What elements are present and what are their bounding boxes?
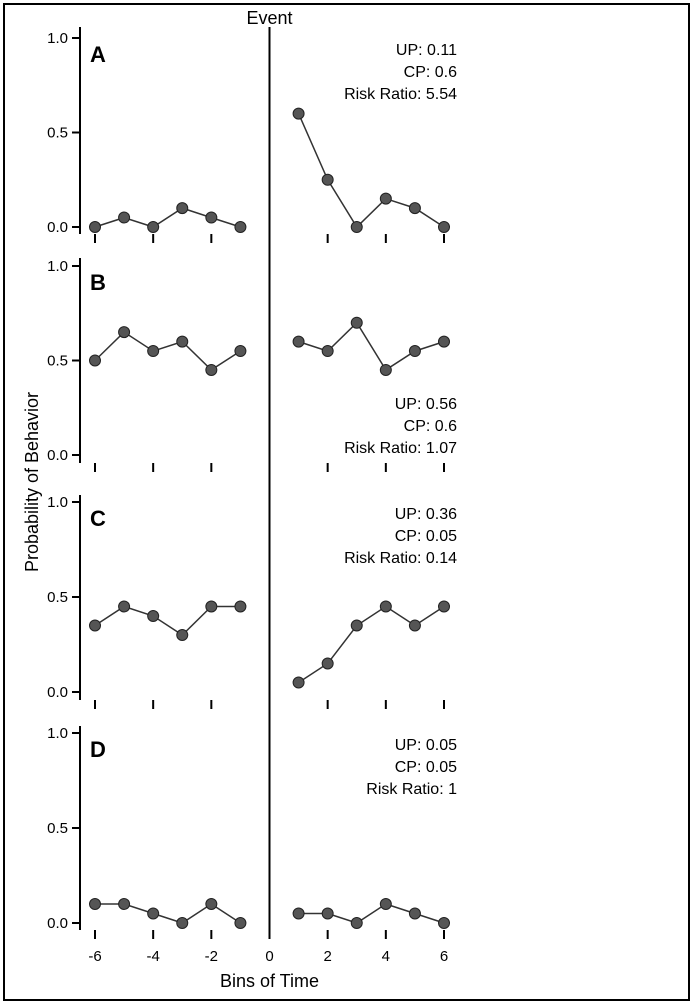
panel-b-post-point [350, 316, 363, 329]
panel-a-post-point [408, 202, 421, 215]
x-axis-title: Bins of Time [220, 971, 319, 991]
panel-a-y-tick-label: 0.0 [47, 219, 68, 236]
x-tick-label: -6 [88, 948, 101, 965]
x-tick-label: 6 [440, 948, 448, 965]
panel-a-pre-line [94, 207, 241, 228]
panel-c-pre-point [234, 600, 247, 613]
panel-c-pre-point [205, 600, 218, 613]
panel-c-post-point [321, 657, 334, 670]
panel-d-pre-point [118, 898, 131, 910]
panel-b-post-point [438, 335, 450, 348]
panel-d-label: D [90, 737, 106, 762]
panel-b-post-point [408, 345, 421, 358]
panel-d-post-point [438, 917, 450, 929]
panel-b-y-tick-label: 0.5 [47, 353, 68, 370]
panel-a-y-tick-label: 1.0 [47, 30, 68, 47]
panel-c-stat-rr: Risk Ratio: 0.14 [344, 550, 457, 567]
panel-c-pre-point [89, 619, 101, 632]
panel-d-stat-cp: CP: 0.05 [395, 759, 457, 776]
panel-a-post-point [292, 107, 305, 120]
panel-d-stat-up: UP: 0.05 [395, 737, 457, 754]
panel-b-pre-point [118, 326, 131, 339]
panel-d-post-line [298, 903, 445, 924]
panel-b-post-point [379, 363, 392, 376]
panel-a-pre-point [176, 202, 189, 215]
x-tick-label: 2 [323, 948, 331, 965]
panel-d-pre-point [147, 907, 160, 920]
panel-a-post-point [438, 221, 450, 233]
panel-c-pre-line [94, 605, 241, 636]
panel-b-post-line [298, 321, 445, 371]
panel-d-post-point [408, 907, 421, 920]
panel-c-pre-point [118, 600, 131, 613]
panel-c-pre-point [147, 610, 160, 622]
x-tick-label: 4 [382, 948, 390, 965]
panel-a-pre-point [118, 211, 131, 224]
panel-a-post-point [379, 192, 392, 205]
panel-a-stat-cp: CP: 0.6 [404, 64, 457, 81]
panel-b-post-point [321, 345, 334, 358]
event-label: Event [246, 8, 292, 28]
panel-b-pre-point [205, 363, 218, 376]
panel-c-pre-point [176, 629, 189, 641]
panel-b-stat-up: UP: 0.56 [395, 396, 457, 413]
panel-c-post-point [438, 600, 450, 613]
panel-c-post-line [298, 605, 445, 684]
panel-a-pre-point [234, 221, 247, 233]
panel-a-post-point [350, 221, 363, 233]
panel-b-pre-line [94, 331, 241, 371]
x-tick-label: 0 [265, 948, 273, 965]
panel-b-y-tick-label: 1.0 [47, 258, 68, 275]
panel-a-stat-rr: Risk Ratio: 5.54 [344, 86, 457, 103]
figure-frame [3, 3, 690, 1001]
panel-d-pre-point [89, 898, 101, 910]
panel-d-post-point [321, 907, 334, 920]
x-tick-label: -4 [146, 948, 159, 965]
panel-c-label: C [90, 506, 106, 531]
panel-a-y-tick-label: 0.5 [47, 125, 68, 142]
panel-b-pre-point [176, 335, 189, 348]
panel-d-post-point [379, 898, 392, 910]
panel-b-pre-point [234, 345, 247, 358]
panel-c-post-point [292, 676, 305, 689]
panel-d-post-point [350, 917, 363, 929]
panel-d-pre-line [95, 903, 241, 924]
panel-b-y-tick-label: 0.0 [47, 447, 68, 464]
panel-c-stat-up: UP: 0.36 [395, 506, 457, 523]
panel-c-y-tick-label: 0.5 [47, 589, 68, 606]
panel-a-post-line [297, 113, 445, 229]
panel-a-pre-point [147, 221, 160, 233]
x-tick-label: -2 [205, 948, 218, 965]
panel-b-stat-rr: Risk Ratio: 1.07 [344, 440, 457, 457]
panel-c-post-point [379, 600, 392, 613]
panel-c-post-point [408, 619, 421, 632]
panel-d-pre-point [176, 917, 189, 929]
panel-c-y-tick-label: 0.0 [47, 684, 68, 701]
panel-d-post-point [292, 907, 305, 920]
panel-b-label: B [90, 270, 106, 295]
panel-d-y-tick-label: 1.0 [47, 725, 68, 742]
panel-b-pre-point [89, 354, 101, 367]
panel-b-stat-cp: CP: 0.6 [404, 418, 457, 435]
panel-a-pre-point [89, 221, 101, 233]
panel-a-label: A [90, 42, 106, 67]
panel-b-pre-point [147, 345, 160, 358]
panel-d-y-tick-label: 0.5 [47, 820, 68, 837]
panel-a-pre-point [205, 211, 218, 224]
panel-c-stat-cp: CP: 0.05 [395, 528, 457, 545]
panel-a-stat-up: UP: 0.11 [396, 42, 457, 59]
panel-b-post-point [292, 335, 305, 348]
panel-a-post-point [321, 173, 334, 186]
y-axis-title: Probability of Behavior [22, 392, 42, 572]
panel-d-y-tick-label: 0.0 [47, 915, 68, 932]
panel-d-pre-point [234, 917, 247, 929]
panel-c-post-point [350, 619, 363, 632]
panel-d-pre-point [205, 898, 218, 910]
panel-c-y-tick-label: 1.0 [47, 494, 68, 511]
panel-d-stat-rr: Risk Ratio: 1 [366, 781, 457, 798]
